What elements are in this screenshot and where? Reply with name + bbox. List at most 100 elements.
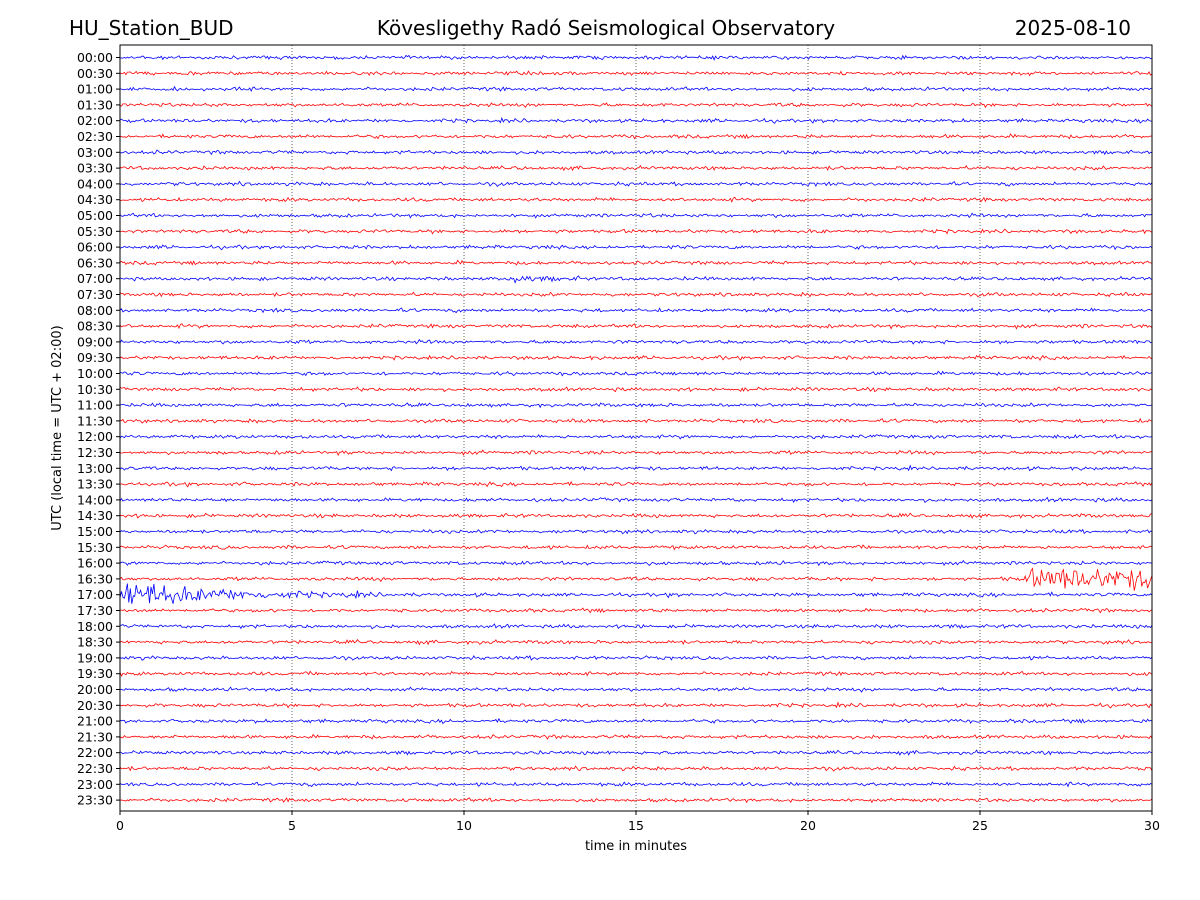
y-tick-label: 23:30 <box>77 793 113 808</box>
trace-0400 <box>119 180 1153 188</box>
trace-0730 <box>119 291 1153 298</box>
trace-1800 <box>119 623 1153 630</box>
y-tick-label: 10:00 <box>77 366 113 381</box>
y-tick-label: 08:30 <box>77 319 113 334</box>
y-tick-label: 18:30 <box>77 635 113 650</box>
y-tick-label: 03:30 <box>77 161 113 176</box>
trace-0200 <box>119 116 1153 124</box>
y-tick-label: 02:30 <box>77 129 113 144</box>
trace-1430 <box>119 512 1153 520</box>
y-tick-label: 01:30 <box>77 97 113 112</box>
trace-2030 <box>119 701 1153 709</box>
trace-2100 <box>119 717 1153 725</box>
y-tick-label: 14:00 <box>77 492 113 507</box>
y-tick-label: 20:00 <box>77 682 113 697</box>
trace-1100 <box>119 402 1153 409</box>
x-axis-label: time in minutes <box>585 839 687 854</box>
y-tick-label: 15:30 <box>77 540 113 555</box>
y-tick-label: 21:00 <box>77 714 113 729</box>
y-tick-label: 01:00 <box>77 82 113 97</box>
trace-1230 <box>119 449 1153 457</box>
y-tick-label: 22:30 <box>77 761 113 776</box>
x-tick-label: 10 <box>456 818 472 833</box>
y-tick-label: 11:30 <box>77 413 113 428</box>
trace-1730 <box>119 607 1153 614</box>
trace-0430 <box>119 196 1153 203</box>
trace-1830 <box>119 638 1153 646</box>
y-tick-label: 00:00 <box>77 50 113 65</box>
trace-2230 <box>119 765 1153 772</box>
x-tick-label: 30 <box>1144 818 1160 833</box>
trace-0000 <box>119 54 1153 61</box>
x-axis-ticks: 0 5 10 15 20 25 30 <box>116 811 1160 833</box>
y-tick-label: 23:00 <box>77 777 113 792</box>
grid-lines <box>291 45 981 811</box>
y-tick-label: 08:00 <box>77 303 113 318</box>
x-tick-label: 25 <box>972 818 988 833</box>
trace-0630 <box>119 259 1153 266</box>
trace-0100 <box>119 85 1153 92</box>
y-tick-label: 05:30 <box>77 224 113 239</box>
trace-0300 <box>119 149 1153 156</box>
y-tick-label: 15:00 <box>77 524 113 539</box>
y-tick-label: 11:00 <box>77 398 113 413</box>
trace-1500 <box>119 528 1153 535</box>
x-tick-label: 0 <box>116 818 124 833</box>
y-tick-label: 14:30 <box>77 508 113 523</box>
y-tick-label: 04:00 <box>77 176 113 191</box>
y-tick-label: 06:00 <box>77 240 113 255</box>
x-tick-label: 5 <box>288 818 296 833</box>
y-tick-label: 19:30 <box>77 666 113 681</box>
y-tick-label: 09:00 <box>77 334 113 349</box>
trace-0700 <box>119 275 1153 284</box>
trace-1200 <box>119 434 1153 440</box>
station-label: HU_Station_BUD <box>69 16 234 40</box>
y-tick-label: 17:00 <box>77 587 113 602</box>
trace-1700 <box>119 583 1153 604</box>
chart-title: Kövesligethy Radó Seismological Observat… <box>376 16 836 40</box>
y-tick-label: 12:30 <box>77 445 113 460</box>
y-tick-label: 16:30 <box>77 571 113 586</box>
trace-1530 <box>119 544 1153 551</box>
y-tick-label: 17:30 <box>77 603 113 618</box>
trace-0800 <box>119 307 1153 314</box>
y-axis-ticks: 00:0000:3001:0001:3002:0002:3003:0003:30… <box>77 50 120 808</box>
y-tick-label: 05:00 <box>77 208 113 223</box>
x-tick-label: 15 <box>628 818 644 833</box>
y-tick-label: 07:30 <box>77 287 113 302</box>
y-axis-label: UTC (local time = UTC + 02:00) <box>50 325 65 530</box>
trace-1630 <box>119 567 1153 591</box>
seismogram-traces <box>119 54 1153 804</box>
y-tick-label: 12:00 <box>77 429 113 444</box>
y-tick-label: 09:30 <box>77 350 113 365</box>
x-tick-label: 20 <box>800 818 816 833</box>
trace-0600 <box>119 244 1153 251</box>
trace-1930 <box>119 670 1153 677</box>
trace-1330 <box>119 480 1153 488</box>
trace-1900 <box>119 655 1153 661</box>
y-tick-label: 20:30 <box>77 698 113 713</box>
trace-2130 <box>119 733 1153 740</box>
trace-0500 <box>119 212 1153 219</box>
date-label: 2025-08-10 <box>1014 16 1131 40</box>
trace-0130 <box>119 102 1153 109</box>
y-tick-label: 02:00 <box>77 113 113 128</box>
y-tick-label: 13:00 <box>77 461 113 476</box>
y-tick-label: 06:30 <box>77 255 113 270</box>
y-tick-label: 21:30 <box>77 729 113 744</box>
y-tick-label: 16:00 <box>77 556 113 571</box>
trace-1130 <box>119 417 1153 424</box>
trace-0030 <box>119 70 1153 77</box>
trace-0230 <box>119 133 1153 140</box>
trace-0830 <box>119 323 1153 330</box>
trace-0330 <box>119 164 1153 172</box>
trace-0930 <box>119 354 1153 362</box>
trace-2330 <box>119 797 1153 804</box>
y-tick-label: 07:00 <box>77 271 113 286</box>
y-tick-label: 13:30 <box>77 477 113 492</box>
trace-1000 <box>119 370 1153 377</box>
trace-1400 <box>119 496 1153 504</box>
y-tick-label: 10:30 <box>77 382 113 397</box>
y-tick-label: 18:00 <box>77 619 113 634</box>
